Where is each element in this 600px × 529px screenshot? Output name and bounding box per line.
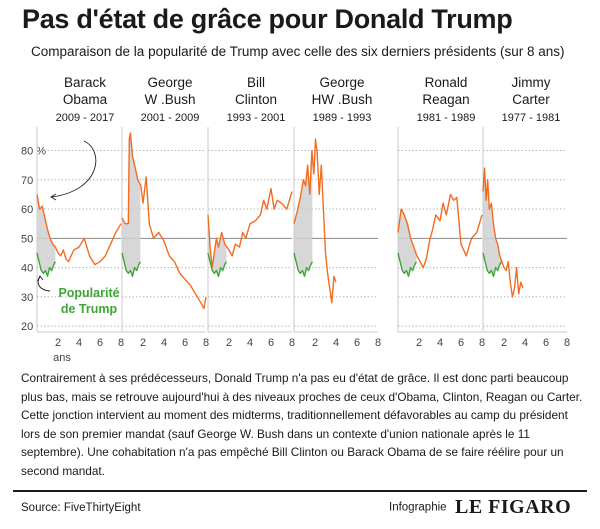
trump-annotation: de Trump bbox=[61, 302, 118, 316]
x-tick-label: 8 bbox=[479, 337, 485, 349]
x-tick-label: 6 bbox=[543, 337, 549, 349]
small-multiples-chart: 20 30 40 50 60 70 80 % 2 4 6 8 Barack Obama 2009 - 20… bbox=[21, 75, 570, 364]
president-popularity-line bbox=[397, 193, 483, 269]
x-tick-label: 4 bbox=[161, 337, 167, 349]
trump-popularity-line bbox=[293, 252, 314, 277]
arrow-head-icon bbox=[37, 275, 44, 282]
x-axis-label: ans bbox=[53, 352, 71, 364]
president-popularity-line bbox=[207, 187, 293, 269]
x-tick-label: 6 bbox=[458, 337, 464, 349]
x-tick-label: 2 bbox=[501, 337, 507, 349]
panel-barack-obama: 2 4 6 8 Barack Obama 2009 - 2017 bbox=[36, 75, 124, 349]
x-tick-label: 8 bbox=[289, 337, 295, 349]
x-tick-label: 4 bbox=[247, 337, 253, 349]
y-tick-label: 60 bbox=[21, 204, 33, 216]
panel-jimmy-carter: 2 4 6 8 Jimmy Carter 1977 - 1981 bbox=[482, 75, 570, 349]
y-tick-label: 50 bbox=[21, 233, 33, 245]
publisher-credit: Infographie LE FIGARO bbox=[389, 496, 571, 519]
gap-area bbox=[483, 173, 502, 277]
x-tick-label: 6 bbox=[97, 337, 103, 349]
credit-label: Infographie bbox=[389, 501, 447, 514]
x-tick-label: 6 bbox=[268, 337, 274, 349]
arrow-head-icon bbox=[50, 193, 57, 201]
x-tick-label: 4 bbox=[333, 337, 339, 349]
source-credit: Source: FiveThirtyEight bbox=[21, 502, 141, 514]
x-tick-label: 8 bbox=[203, 337, 209, 349]
term-years: 2009 - 2017 bbox=[56, 112, 115, 124]
term-years: 1981 - 1989 bbox=[417, 112, 476, 124]
x-tick-label: 8 bbox=[118, 337, 124, 349]
panel-george-w-bush: 2 4 6 8 George W .Bush 2001 - 2009 bbox=[121, 75, 209, 349]
x-tick-label: 8 bbox=[375, 337, 381, 349]
page-title: Pas d'état de grâce pour Donald Trump bbox=[22, 4, 513, 34]
y-tick-label: 20 bbox=[21, 321, 33, 333]
president-name: W .Bush bbox=[144, 92, 195, 107]
president-name: Carter bbox=[512, 92, 550, 107]
trump-popularity-line bbox=[121, 252, 142, 277]
x-tick-label: 6 bbox=[182, 337, 188, 349]
x-tick-label: 2 bbox=[140, 337, 146, 349]
trump-popularity-line bbox=[207, 252, 228, 277]
annotation-arrow bbox=[51, 140, 97, 198]
gap-area bbox=[398, 209, 417, 277]
x-tick-label: 2 bbox=[312, 337, 318, 349]
x-tick-label: 6 bbox=[354, 337, 360, 349]
trump-annotation: Popularité bbox=[58, 286, 119, 300]
term-years: 1989 - 1993 bbox=[313, 112, 372, 124]
panel-bill-clinton: 2 4 6 8 Bill Clinton 1993 - 2001 bbox=[207, 75, 295, 349]
y-tick-label: 80 % bbox=[21, 146, 46, 158]
x-tick-label: 2 bbox=[55, 337, 61, 349]
body-text: Contrairement à ses prédécesseurs, Donal… bbox=[21, 371, 583, 478]
president-popularity-line bbox=[293, 138, 337, 304]
x-tick-label: 2 bbox=[416, 337, 422, 349]
x-tick-label: 4 bbox=[522, 337, 528, 349]
president-name: HW .Bush bbox=[312, 92, 373, 107]
term-years: 1977 - 1981 bbox=[502, 112, 561, 124]
president-name: Reagan bbox=[422, 92, 469, 107]
page-subtitle: Comparaison de la popularité de Trump av… bbox=[31, 44, 565, 59]
y-tick-label: 40 bbox=[21, 263, 33, 275]
president-popularity-line bbox=[482, 167, 524, 298]
x-tick-label: 4 bbox=[437, 337, 443, 349]
president-name: Bill bbox=[247, 75, 265, 90]
president-name: Ronald bbox=[425, 75, 468, 90]
x-tick-label: 8 bbox=[564, 337, 570, 349]
x-tick-label: 4 bbox=[76, 337, 82, 349]
president-name: Clinton bbox=[235, 92, 277, 107]
gap-area bbox=[37, 194, 56, 277]
term-years: 1993 - 2001 bbox=[227, 112, 286, 124]
president-name: Jimmy bbox=[512, 75, 551, 90]
term-years: 2001 - 2009 bbox=[141, 112, 200, 124]
panel-ronald-reagan: 2 4 6 8 Ronald Reagan 1981 - 1989 bbox=[397, 75, 485, 349]
footer-divider bbox=[13, 490, 587, 492]
y-tick-label: 30 bbox=[21, 292, 33, 304]
y-tick-label: 70 bbox=[21, 175, 33, 187]
trump-popularity-line bbox=[482, 252, 503, 277]
president-name: Barack bbox=[64, 75, 106, 90]
president-popularity-line bbox=[36, 194, 122, 266]
gap-area bbox=[294, 152, 313, 277]
gap-area bbox=[122, 135, 141, 277]
president-name: George bbox=[147, 75, 192, 90]
gap-area bbox=[208, 214, 227, 277]
president-name: George bbox=[319, 75, 364, 90]
panel-george-hw-bush: 2 4 6 8 George HW .Bush 1989 - 1993 bbox=[293, 75, 381, 349]
annotation-arrow bbox=[37, 276, 51, 292]
president-popularity-line bbox=[121, 132, 207, 310]
publisher-logo: LE FIGARO bbox=[455, 496, 572, 518]
x-tick-label: 2 bbox=[226, 337, 232, 349]
president-name: Obama bbox=[63, 92, 108, 107]
trump-popularity-line bbox=[36, 252, 57, 277]
trump-popularity-line bbox=[397, 252, 418, 277]
